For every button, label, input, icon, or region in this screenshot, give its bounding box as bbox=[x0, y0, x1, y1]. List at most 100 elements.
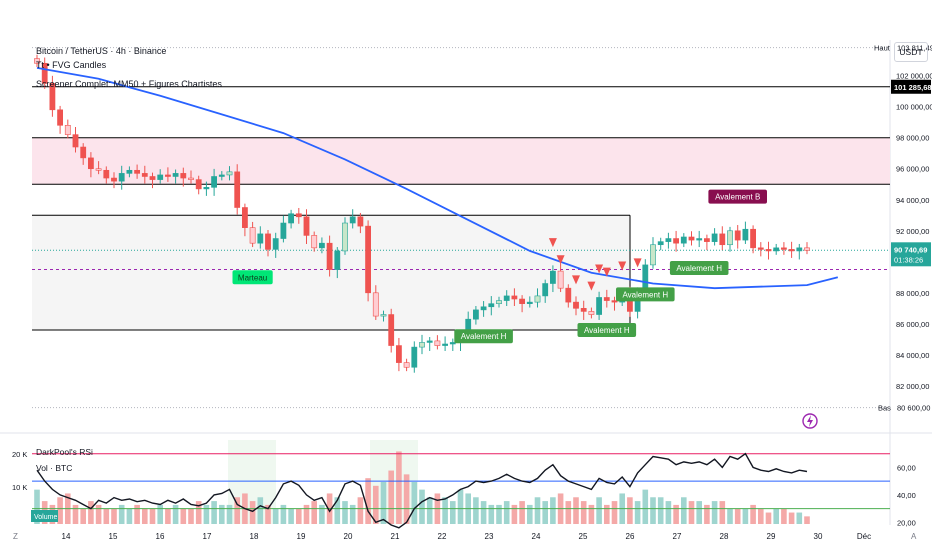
zoom-button[interactable]: Z bbox=[13, 532, 18, 541]
time-axis-label: 21 bbox=[391, 532, 400, 541]
candle bbox=[742, 228, 749, 241]
time-axis-label: 24 bbox=[532, 532, 541, 541]
volume-bar bbox=[219, 504, 225, 524]
time-axis-label: 17 bbox=[203, 532, 212, 541]
volume-bar bbox=[634, 501, 641, 524]
candle bbox=[265, 233, 271, 250]
candle bbox=[57, 109, 63, 126]
volume-bar bbox=[280, 504, 287, 524]
candle bbox=[72, 134, 79, 148]
volume-badge bbox=[31, 510, 58, 522]
volume-bar bbox=[142, 508, 148, 524]
volume-bar bbox=[588, 504, 595, 524]
pattern-label-text: Avalement H bbox=[622, 290, 668, 299]
volume-bar bbox=[57, 497, 63, 524]
candle bbox=[257, 233, 264, 244]
volume-bar bbox=[265, 504, 271, 524]
rsi-indicator-title[interactable]: DarkPool's RSi bbox=[36, 447, 93, 457]
candle bbox=[234, 171, 241, 208]
pattern-label bbox=[708, 189, 767, 204]
fvg-indicator-label[interactable]: Tt • FVG Candles bbox=[36, 60, 107, 70]
volume-bar bbox=[503, 501, 510, 524]
candle bbox=[242, 207, 248, 228]
volume-bar bbox=[357, 497, 364, 524]
volume-bar bbox=[550, 497, 556, 524]
candle bbox=[195, 179, 202, 190]
volume-bar bbox=[380, 482, 387, 524]
candle bbox=[88, 157, 94, 170]
candle bbox=[603, 297, 610, 301]
sell-marker bbox=[587, 281, 596, 291]
volume-bar bbox=[296, 508, 302, 524]
volume-bar bbox=[195, 501, 202, 524]
candle bbox=[211, 176, 217, 188]
pattern-label-text: Avalement B bbox=[715, 193, 760, 202]
candle bbox=[727, 230, 733, 246]
volume-bar bbox=[804, 516, 810, 524]
volume-bar bbox=[473, 497, 479, 524]
candle bbox=[557, 270, 564, 289]
candle bbox=[403, 362, 410, 368]
price-tick-label: 98 000,00 bbox=[896, 134, 929, 143]
candle bbox=[449, 342, 456, 345]
sell-marker bbox=[602, 267, 611, 277]
candle bbox=[534, 295, 541, 303]
volume-bar bbox=[211, 501, 217, 524]
time-axis-label: 23 bbox=[485, 532, 494, 541]
volume-bar bbox=[249, 501, 256, 524]
candle bbox=[496, 300, 502, 304]
pattern-label bbox=[669, 261, 729, 275]
volume-bar bbox=[527, 504, 533, 524]
candle bbox=[180, 173, 187, 179]
candle bbox=[280, 222, 287, 239]
low-value: 80 600,00 bbox=[897, 404, 930, 413]
candle bbox=[734, 230, 741, 241]
volume-bar bbox=[257, 497, 264, 524]
candle bbox=[580, 308, 587, 312]
volume-bar bbox=[665, 501, 672, 524]
time-axis-label: 19 bbox=[297, 532, 306, 541]
volume-bar bbox=[573, 497, 579, 524]
volume-bar bbox=[180, 508, 187, 524]
volume-bar bbox=[80, 508, 86, 524]
candle bbox=[680, 236, 687, 244]
volume-bar bbox=[103, 508, 110, 524]
volume-indicator-title[interactable]: Vol · BTC bbox=[36, 463, 73, 473]
candle bbox=[272, 238, 279, 250]
volume-bar bbox=[311, 501, 317, 524]
candle bbox=[134, 169, 140, 174]
candle bbox=[203, 187, 210, 190]
candle bbox=[780, 247, 787, 250]
candle bbox=[442, 343, 448, 346]
candle bbox=[665, 238, 672, 242]
pattern-label-text: Avalement H bbox=[584, 326, 630, 335]
candle bbox=[395, 345, 402, 363]
pattern-label bbox=[454, 329, 513, 344]
pattern-label bbox=[577, 323, 637, 338]
time-axis-label: 20 bbox=[344, 532, 353, 541]
screener-indicator-label[interactable]: Screener Complet: MM50 + Figures Chartis… bbox=[36, 79, 222, 89]
last-price-tag bbox=[891, 242, 931, 267]
candle bbox=[765, 249, 772, 252]
candle bbox=[750, 228, 756, 249]
last-price-value: 90 740,69 bbox=[894, 245, 927, 254]
candle bbox=[41, 62, 48, 84]
candle bbox=[380, 314, 387, 317]
candle bbox=[688, 236, 695, 241]
time-axis-label: 15 bbox=[109, 532, 118, 541]
price-tick-label: 82 000,00 bbox=[896, 382, 929, 391]
candle bbox=[472, 309, 479, 320]
candle bbox=[434, 340, 441, 346]
auto-scale-button[interactable]: A bbox=[911, 532, 917, 541]
candle bbox=[342, 222, 348, 252]
volume-bar bbox=[365, 478, 371, 524]
candle bbox=[126, 169, 133, 174]
candle bbox=[711, 233, 718, 242]
ma50-line bbox=[36, 67, 839, 290]
volume-bar bbox=[419, 489, 425, 524]
candle bbox=[372, 292, 379, 317]
sell-marker bbox=[633, 258, 642, 268]
currency-button[interactable]: USDT bbox=[894, 42, 928, 62]
candle bbox=[519, 298, 525, 304]
